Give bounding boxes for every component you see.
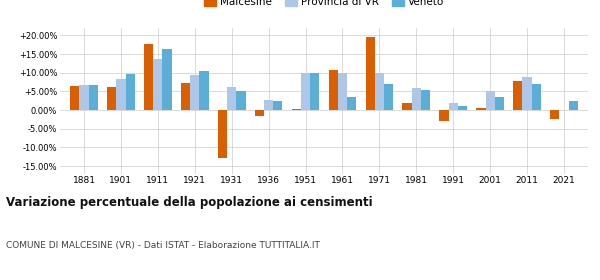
Bar (255, 110, 264, 116)
Bar (569, 101, 578, 110)
Bar (89, 85, 98, 110)
Bar (458, 106, 467, 110)
Bar (153, 59, 163, 110)
Bar (384, 84, 393, 110)
Bar (292, 109, 301, 110)
Bar (532, 84, 541, 110)
Bar (375, 73, 384, 110)
Bar (144, 44, 153, 110)
Bar (70, 86, 79, 110)
Bar (476, 108, 485, 110)
Bar (485, 92, 495, 110)
Bar (218, 110, 227, 158)
Bar (79, 85, 89, 110)
Bar (347, 97, 356, 110)
Bar (338, 73, 347, 110)
Bar (301, 73, 310, 110)
Bar (107, 87, 116, 110)
Bar (227, 87, 236, 110)
Text: Variazione percentuale della popolazione ai censimenti: Variazione percentuale della popolazione… (6, 196, 373, 209)
Bar (125, 74, 135, 110)
Bar (523, 76, 532, 110)
Bar (273, 101, 283, 110)
Legend: Malcesine, Provincia di VR, Veneto: Malcesine, Provincia di VR, Veneto (199, 0, 449, 11)
Bar (163, 48, 172, 110)
Bar (449, 103, 458, 110)
Bar (329, 70, 338, 110)
Bar (236, 92, 245, 110)
Bar (365, 37, 375, 110)
Bar (439, 110, 449, 121)
Bar (116, 79, 125, 110)
Bar (403, 103, 412, 110)
Bar (495, 97, 504, 110)
Bar (181, 83, 190, 110)
Bar (513, 81, 523, 110)
Bar (190, 75, 199, 110)
Bar (421, 90, 430, 110)
Text: COMUNE DI MALCESINE (VR) - Dati ISTAT - Elaborazione TUTTITALIA.IT: COMUNE DI MALCESINE (VR) - Dati ISTAT - … (6, 241, 320, 250)
Bar (199, 71, 209, 110)
Bar (412, 88, 421, 110)
Bar (264, 100, 273, 110)
Bar (550, 110, 559, 120)
Bar (310, 73, 319, 110)
